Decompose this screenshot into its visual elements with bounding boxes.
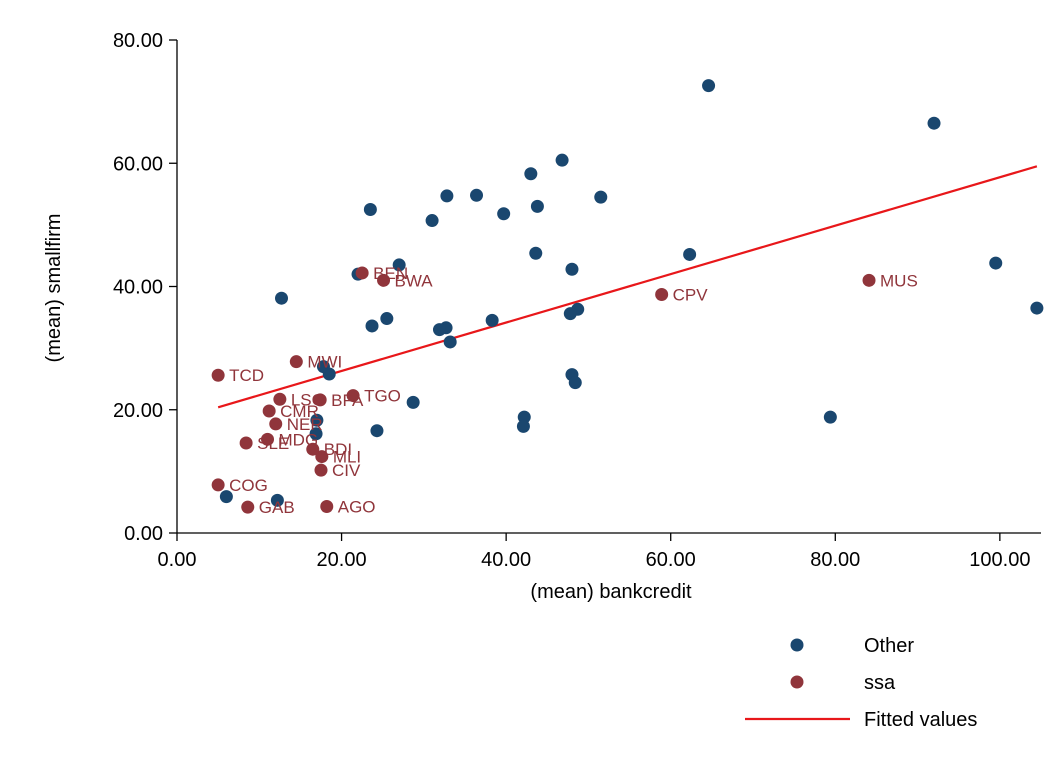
ssa-point-label: CPV <box>673 286 709 305</box>
ssa-point-label: MLI <box>333 448 361 467</box>
ssa-point <box>314 463 328 477</box>
ssa-point-label: SLE <box>257 434 289 453</box>
legend-marker <box>790 675 804 689</box>
ssa-point-label: LSO <box>291 390 325 409</box>
y-tick-label: 20.00 <box>113 400 163 422</box>
ssa-point <box>269 417 283 431</box>
other-point <box>516 419 530 433</box>
x-tick-label: 60.00 <box>646 549 696 571</box>
ssa-point-label: NER <box>287 415 323 434</box>
ssa-point-label: CIV <box>332 461 361 480</box>
x-tick-label: 0.00 <box>158 549 197 571</box>
ssa-point <box>273 392 287 406</box>
ssa-point-label: CMR <box>280 402 319 421</box>
ssa-point-label: BWA <box>395 271 434 290</box>
x-tick-label: 100.00 <box>969 549 1030 571</box>
ssa-point <box>289 355 303 369</box>
ssa-point <box>315 450 329 464</box>
axes: 0.00 20.00 40.00 60.00 80.00 0.00 20.00 40.00 60… <box>113 30 1041 571</box>
other-point <box>270 493 284 507</box>
y-tick-label: 0.00 <box>124 523 163 545</box>
other-point <box>989 256 1003 270</box>
ssa-point <box>211 478 225 492</box>
other-point <box>365 319 379 333</box>
ssa-point-label: GAB <box>259 498 295 517</box>
ssa-point <box>320 500 334 514</box>
ssa-point-label: AGO <box>338 498 376 517</box>
other-point <box>563 307 577 321</box>
x-tick-label: 20.00 <box>317 549 367 571</box>
ssa-point-label: MUS <box>880 271 918 290</box>
other-point <box>219 490 233 504</box>
ssa-point-label: MWI <box>307 353 342 372</box>
ssa-point <box>211 368 225 382</box>
other-point <box>529 246 543 260</box>
ssa-point-label: TCD <box>229 366 264 385</box>
x-tick-label: 40.00 <box>481 549 531 571</box>
other-point <box>568 376 582 390</box>
other-point <box>322 367 336 381</box>
ssa-point <box>261 432 275 446</box>
ssa-point <box>655 288 669 302</box>
ssa-point <box>355 266 369 280</box>
other-point <box>310 413 324 427</box>
y-axis-title: (mean) smallfirm <box>43 214 65 363</box>
other-point <box>275 291 289 305</box>
other-point <box>927 116 941 130</box>
other-point <box>702 79 716 93</box>
other-point <box>530 199 544 213</box>
other-point <box>370 424 384 438</box>
other-point <box>823 410 837 424</box>
ssa-point-label: TGO <box>364 387 401 406</box>
legend-label: ssa <box>864 672 896 694</box>
y-tick-label: 40.00 <box>113 277 163 299</box>
ssa-point <box>313 393 327 407</box>
other-point <box>683 247 697 261</box>
ssa-point <box>262 404 276 418</box>
x-tick-label: 80.00 <box>810 549 860 571</box>
other-point <box>425 214 439 228</box>
other-point <box>363 202 377 216</box>
y-tick-label: 60.00 <box>113 153 163 175</box>
ssa-point-label: BDI <box>324 440 352 459</box>
ssa-point <box>346 389 360 403</box>
other-point <box>497 207 511 221</box>
fitted-line <box>217 165 1038 409</box>
ssa-point <box>239 436 253 450</box>
other-point <box>524 167 538 181</box>
ssa-point-label: BFA <box>331 391 364 410</box>
y-tick-label: 80.00 <box>113 30 163 52</box>
other-point <box>440 189 454 203</box>
other-point <box>485 313 499 327</box>
other-point <box>380 312 394 326</box>
other-point <box>432 323 446 337</box>
other-point <box>309 427 323 441</box>
ssa-point <box>377 273 391 287</box>
other-point <box>392 258 406 272</box>
other-point <box>470 188 484 202</box>
ssa-point-label: COG <box>229 476 268 495</box>
other-point <box>594 190 608 204</box>
legend-marker <box>790 638 804 652</box>
other-point <box>565 262 579 276</box>
x-axis-title: (mean) bankcredit <box>530 581 692 603</box>
legend-label: Other <box>864 635 914 657</box>
other-point <box>555 153 569 167</box>
other-point <box>443 335 457 349</box>
ssa-point <box>241 500 255 514</box>
other-point <box>1030 301 1044 315</box>
ssa-point <box>306 442 320 456</box>
other-point <box>406 395 420 409</box>
ssa-point <box>862 273 876 287</box>
legend-label: Fitted values <box>864 709 977 731</box>
legend: Other ssa Fitted values <box>745 635 977 731</box>
